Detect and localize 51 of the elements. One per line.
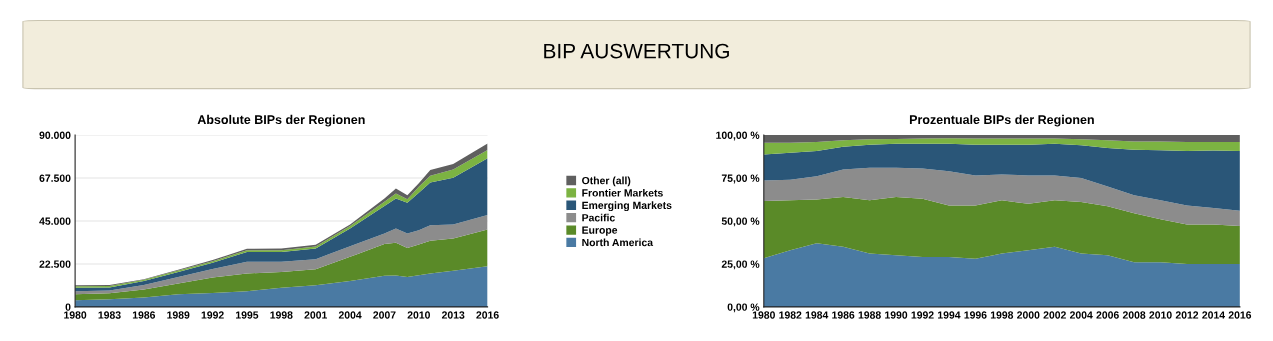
y-tick-label: 75,00 % [721,174,760,184]
x-tick-label: 2004 [1069,311,1093,319]
x-tick-label: 1992 [201,311,224,319]
y-tick-label: 90.000 [39,131,71,139]
x-tick-label: 1990 [885,311,908,319]
text: BIP AUSWERTUNG [544,43,729,59]
x-tick-label: 2016 [1228,311,1252,319]
x-tick-label: 2002 [1043,311,1066,319]
x-tick-label: 1984 [805,311,829,319]
x-tick-label: 1992 [911,311,934,319]
y-tick-label: 45.000 [39,217,71,225]
x-tick-label: 2010 [1149,311,1172,319]
y-tick-label: 0,00 % [727,303,760,313]
x-tick-label: 2001 [304,311,327,319]
legend-label: Emerging Markets [582,201,672,212]
y-tick-label: 50,00 % [721,217,760,227]
x-tick-label: 1980 [64,311,87,319]
x-tick-label: 2000 [1017,311,1040,319]
x-tick-label: 1995 [236,311,259,319]
chart-title: Prozentuale BIPs der Regionen [909,114,1094,127]
x-tick-label: 2014 [1202,311,1225,319]
x-tick-label: 2007 [373,311,396,319]
y-tick-label: 0 [65,303,71,311]
x-tick-label: 1994 [938,311,961,319]
y-tick-label: 67.500 [39,174,71,182]
x-tick-label: 2004 [338,311,362,319]
x-tick-label: 1989 [167,311,190,319]
x-tick-label: 2006 [1096,311,1119,319]
chart-title: Absolute BIPs der Regionen [197,114,365,127]
x-tick-label: 1988 [858,311,881,319]
x-tick-label: 1986 [832,311,855,319]
x-tick-label: 2013 [441,311,465,319]
y-tick-label: 100,00 % [716,131,760,141]
legend-label: Europe [582,226,618,236]
x-tick-label: 1998 [270,311,293,319]
x-tick-label: 1986 [132,311,156,319]
x-tick-label: 2008 [1122,311,1146,319]
y-tick-label: 25,00 % [721,260,760,270]
x-tick-label: 1983 [98,311,121,319]
x-tick-label: 1982 [779,311,802,319]
x-tick-label: 2012 [1175,311,1199,319]
legend-label: North America [582,238,654,247]
legend-label: Pacific [582,213,615,222]
y-tick-label: 22.500 [39,260,71,268]
x-tick-label: 1980 [752,311,775,319]
x-tick-label: 2010 [407,311,430,319]
legend-label: Frontier Markets [582,188,663,197]
x-tick-label: 1996 [964,311,987,319]
x-tick-label: 2016 [476,311,499,319]
legend-label: Other (all) [582,176,631,187]
x-tick-label: 1998 [990,311,1014,319]
